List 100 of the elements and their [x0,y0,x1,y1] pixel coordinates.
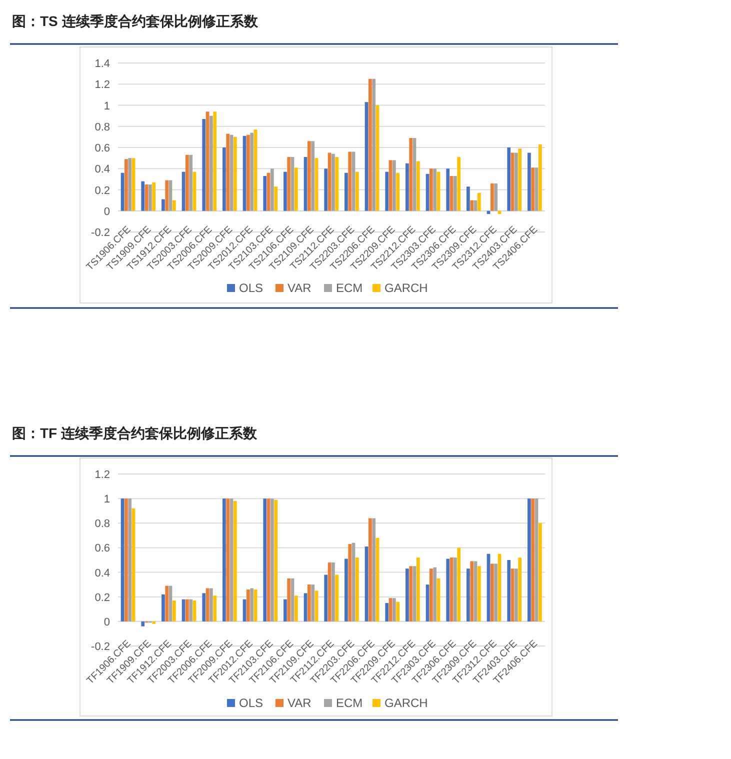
bar [466,568,470,622]
bar [186,154,189,211]
bar [531,168,535,211]
bar [250,588,254,622]
bar [396,602,400,622]
y-tick-label: 1 [104,494,110,506]
bar [433,168,437,211]
bar [308,141,311,211]
bar [368,518,372,622]
y-tick-label: 0.2 [94,184,110,197]
bar [348,544,352,622]
bar [352,152,356,211]
bar [152,621,156,624]
bar [416,558,420,622]
bar [213,596,217,622]
legend-label: VAR [288,281,312,295]
bar [457,157,461,211]
bar [450,176,454,211]
bar [409,138,413,211]
bar [165,180,169,211]
bar [124,159,128,211]
legend-label: OLS [239,281,264,295]
bar [494,183,498,211]
bar [335,574,339,622]
chart-title: 图：TF 连续季度合约套保比例修正系数 [12,425,258,441]
bar [514,152,518,211]
y-tick-label: 0 [104,616,110,628]
bar [507,148,511,211]
bar [385,172,389,211]
bar [172,600,176,622]
bar [213,112,217,211]
bar [538,523,542,622]
bar [222,498,226,622]
bar [186,599,189,622]
y-tick-label: 0.8 [94,121,110,134]
bar [226,134,230,211]
legend-label: VAR [288,696,312,710]
bar [294,168,298,211]
bar [210,588,213,622]
y-tick-label: 1.2 [94,79,110,92]
bar [128,158,132,211]
y-tick-label: 0 [104,206,110,218]
bar [396,172,400,211]
bar [124,498,128,622]
bar [189,599,193,622]
bar [466,186,470,211]
bar [457,548,461,622]
y-tick-label: 1 [104,100,110,112]
bar [332,154,335,211]
bar [148,184,152,211]
bar [392,598,396,622]
bar [426,584,430,622]
bar [531,498,535,622]
bar [233,136,237,211]
bar [189,154,193,211]
bar [128,498,132,622]
bar [294,596,298,622]
bar [368,78,372,211]
bar [165,586,169,622]
bar [446,558,450,622]
bar [141,621,145,626]
bar [406,163,409,211]
y-tick-label: 0.2 [94,592,110,604]
bar [274,500,278,622]
bar [534,168,538,211]
bar [287,157,291,211]
bar [324,168,328,211]
legend-label: GARCH [384,281,428,295]
bar [494,564,498,622]
y-tick-label: 1.4 [94,58,110,70]
bar [284,172,287,211]
bar [528,152,531,211]
legend-label: ECM [336,696,363,710]
bar [210,116,213,211]
bar [308,584,311,622]
bar [474,561,478,622]
bar [430,168,433,211]
bar [314,590,318,622]
bar [538,144,542,211]
bar [355,172,359,211]
bar [250,132,254,211]
bar [406,568,409,622]
bar [490,183,494,211]
bar [372,78,376,211]
y-tick-label: 0.8 [94,518,110,530]
bar [344,558,348,622]
bar [324,574,328,622]
bar [246,134,250,211]
bar [514,568,518,622]
bar [430,568,433,622]
y-tick-label: 0.6 [94,142,110,154]
legend-label: OLS [239,696,264,710]
bar [355,558,359,622]
bar [202,118,206,211]
bar [287,578,291,622]
y-tick-label: 0.4 [94,164,110,176]
legend-label: ECM [336,281,363,295]
bar [470,200,474,211]
bar [335,157,339,211]
bar [284,599,287,622]
